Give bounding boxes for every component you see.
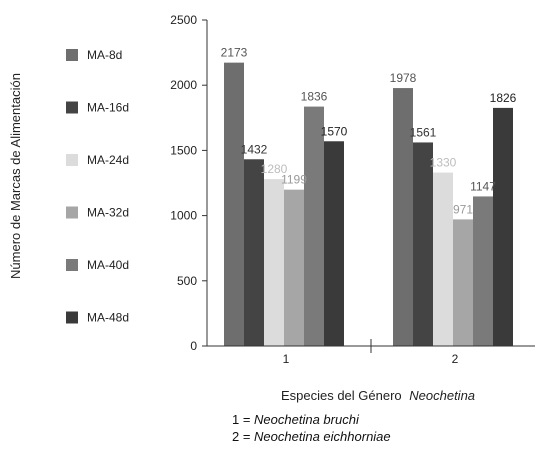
bar <box>264 179 284 346</box>
bar <box>304 106 324 346</box>
species-note-1-name: Neochetina bruchi <box>254 412 359 427</box>
legend: MA-8d MA-16d MA-24d MA-32d MA-40d MA-48d <box>66 48 129 325</box>
data-label: 1978 <box>390 71 417 85</box>
bar <box>413 142 433 346</box>
data-label: 971 <box>453 202 473 216</box>
data-label: 1432 <box>241 142 268 156</box>
bar <box>453 219 473 346</box>
species-note-2-prefix: 2 = <box>232 429 255 444</box>
x-axis-title-text: Especies del Género <box>281 388 402 403</box>
bar <box>284 189 304 346</box>
y-tick-label: 2500 <box>170 13 197 27</box>
legend-label: MA-48d <box>87 311 129 325</box>
legend-label: MA-16d <box>87 101 129 115</box>
x-tick-label: 1 <box>283 352 290 366</box>
species-note-2: 2 = Neochetina eichhorniae <box>232 429 391 444</box>
bar <box>224 62 244 346</box>
legend-swatch <box>66 259 78 271</box>
species-note-1: 1 = Neochetina bruchi <box>232 412 359 427</box>
data-label: 1561 <box>410 125 437 139</box>
bar <box>244 159 264 346</box>
y-tick-label: 500 <box>177 274 197 288</box>
legend-label: MA-8d <box>87 48 122 62</box>
species-note-1-prefix: 1 = <box>232 412 255 427</box>
x-axis-title: Especies del Género Neochetina <box>281 388 475 403</box>
data-label: 1570 <box>321 124 348 138</box>
y-tick-label: 0 <box>190 339 197 353</box>
legend-swatch <box>66 49 78 61</box>
bar <box>393 88 413 347</box>
data-label: 1330 <box>430 156 457 170</box>
axes: 0 500 1000 1500 2000 2500 1 2 <box>170 13 535 366</box>
bar <box>433 172 453 346</box>
species-note-2-name: Neochetina eichhorniae <box>254 429 391 444</box>
data-label: 1199 <box>281 173 307 187</box>
legend-label: MA-32d <box>87 206 129 220</box>
y-tick-label: 1500 <box>170 143 197 157</box>
bar <box>473 196 493 346</box>
data-label: 2173 <box>221 46 248 60</box>
y-tick-label: 2000 <box>170 78 197 92</box>
data-label: 1836 <box>301 90 328 104</box>
data-label: 1826 <box>490 91 517 105</box>
legend-swatch <box>66 154 78 166</box>
legend-swatch <box>66 311 78 324</box>
legend-label: MA-24d <box>87 153 129 167</box>
data-label: 1147 <box>470 179 496 193</box>
x-tick-label: 2 <box>452 352 459 366</box>
legend-swatch <box>66 101 78 114</box>
x-axis-title-italic: Neochetina <box>409 388 475 403</box>
data-label: 1280 <box>261 162 288 176</box>
bars <box>224 62 513 347</box>
y-tick-label: 1000 <box>170 209 197 223</box>
y-axis-title: Número de Marcas de Alimentación <box>8 73 23 279</box>
legend-swatch <box>66 206 78 219</box>
legend-label: MA-40d <box>87 258 129 272</box>
bar <box>493 107 513 346</box>
bar <box>324 141 344 346</box>
